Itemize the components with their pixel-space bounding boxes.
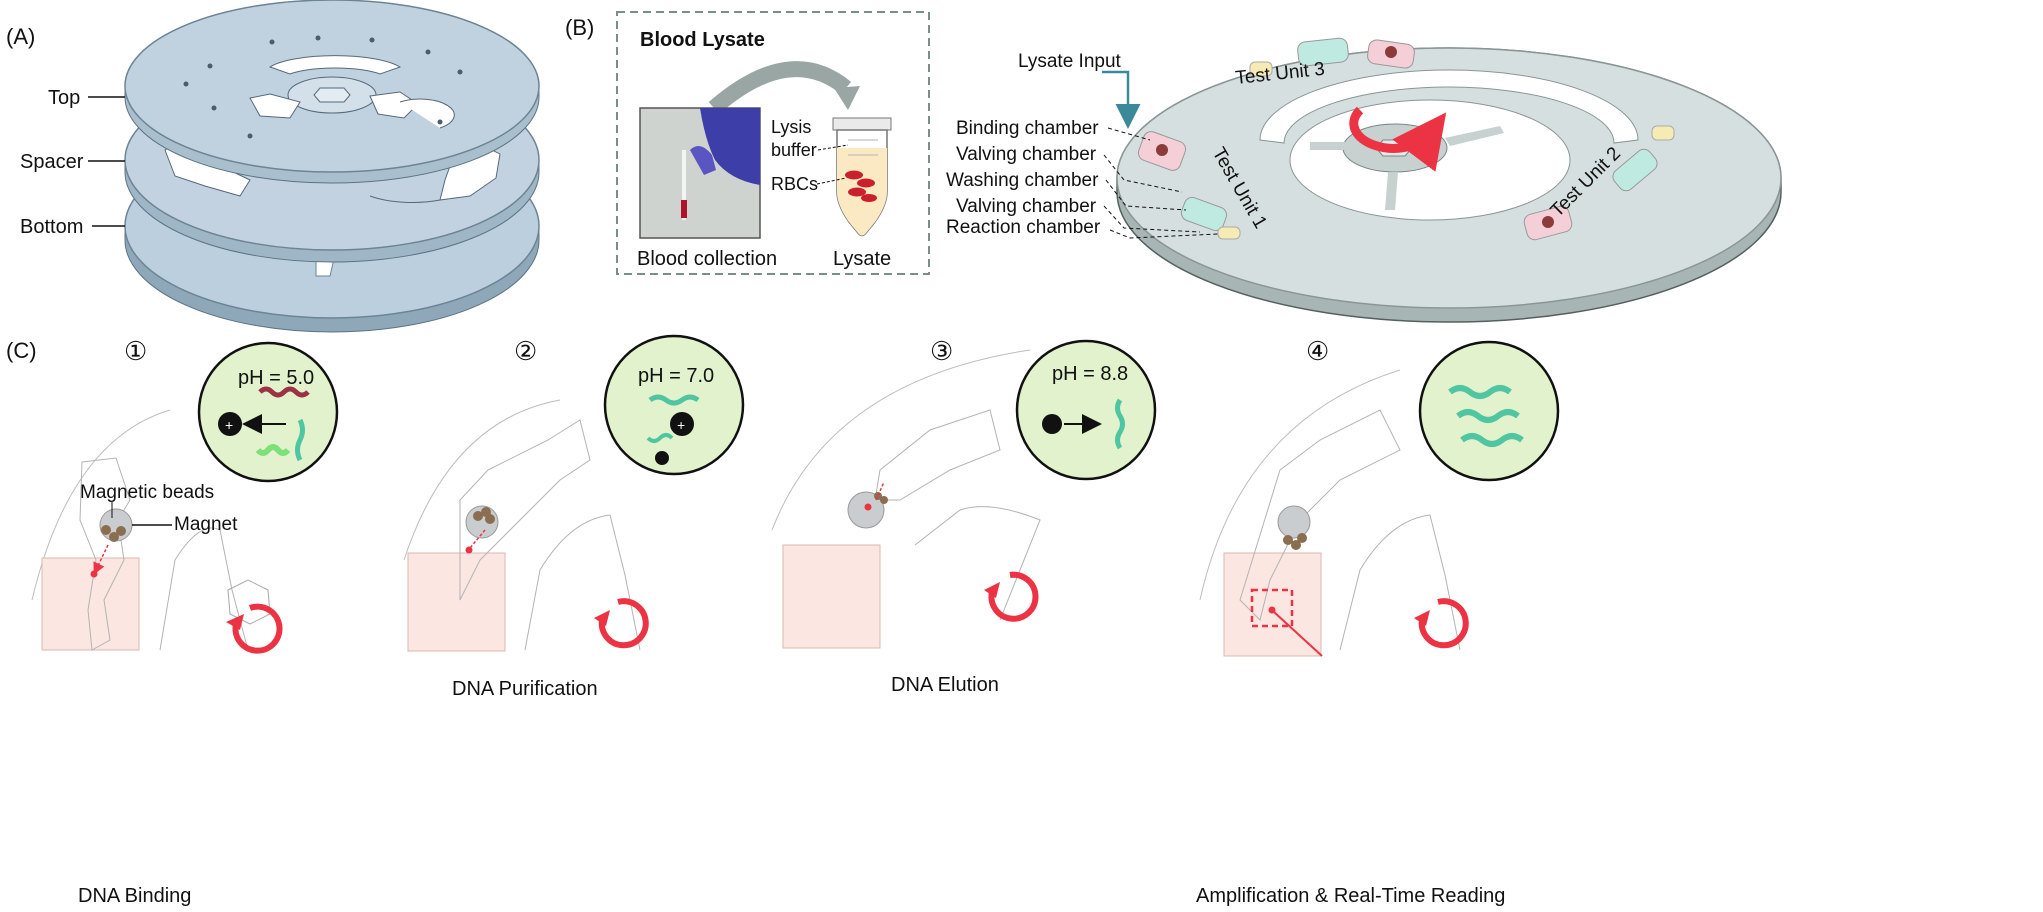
caption-blood-collection: Blood collection — [637, 248, 777, 270]
microfluidic-disc: Test Unit 3 Test Unit 1 Test Unit 2 — [1116, 37, 1782, 323]
label-rbcs: RBCs — [771, 174, 818, 194]
chamber-labels: Binding chamber Valving chamber Washing … — [946, 118, 1219, 239]
step-1-number: ① — [124, 336, 147, 366]
ph-label-1: pH = 5.0 — [238, 367, 314, 389]
step-1: ① Magnetic beads Magnet pH = 5.0 + — [31, 336, 339, 907]
ph-circle-3 — [1015, 339, 1157, 481]
transfer-arrow — [708, 61, 852, 115]
magnetic-beads-label: Magnetic beads — [80, 482, 214, 503]
chamber-label-valving-1: Valving chamber — [956, 144, 1097, 165]
lysate-tube — [832, 117, 892, 237]
step-1-title: DNA Binding — [78, 885, 191, 907]
lysate-input-label: Lysate Input — [1018, 51, 1122, 72]
step-4: ④ Amplification & Real-Time Reading — [1196, 336, 1560, 907]
svg-text:+: + — [225, 417, 233, 433]
step-2-number: ② — [514, 336, 537, 366]
panel-b: (B) Blood Lysate Blood collection Ly — [565, 11, 1782, 323]
step-3-title: DNA Elution — [891, 674, 999, 696]
step-3: ③ pH = 8.8 DNA Elution — [771, 336, 1157, 696]
svg-text:+: + — [677, 417, 685, 433]
ph-label-2: pH = 7.0 — [638, 365, 714, 387]
layer-label-bottom: Bottom — [20, 216, 83, 238]
layer-label-top: Top — [48, 87, 80, 109]
ph-circle-4 — [1418, 340, 1560, 482]
chamber-label-reaction: Reaction chamber — [946, 217, 1101, 238]
disc-top — [124, 0, 540, 184]
step-2: ② pH = 7.0 + DNA Purification — [403, 334, 745, 700]
panel-c: (C) ① Magnetic beads Magnet pH = 5.0 + — [6, 334, 1560, 907]
step-4-title: Amplification & Real-Time Reading — [1196, 885, 1505, 907]
blood-lysate-box — [616, 11, 930, 275]
step-2-title: DNA Purification — [452, 678, 598, 700]
step-4-number: ④ — [1306, 336, 1329, 366]
layer-labels: Top Spacer Bottom — [20, 87, 125, 238]
ph-label-3: pH = 8.8 — [1052, 363, 1128, 385]
ph-circle-1 — [197, 341, 339, 483]
caption-lysate: Lysate — [833, 248, 891, 270]
label-buffer: buffer — [771, 140, 817, 160]
panel-a: (A) — [6, 0, 540, 333]
magnet-label: Magnet — [174, 514, 238, 535]
chamber-label-valving-2: Valving chamber — [956, 196, 1097, 217]
blood-collection-photo — [639, 107, 761, 239]
layer-label-spacer: Spacer — [20, 151, 84, 173]
panel-a-label: (A) — [6, 24, 35, 49]
step-3-number: ③ — [930, 336, 953, 366]
blood-lysate-title: Blood Lysate — [640, 29, 765, 51]
chamber-label-washing: Washing chamber — [946, 170, 1099, 191]
chamber-label-binding: Binding chamber — [956, 118, 1099, 139]
panel-b-label: (B) — [565, 15, 594, 40]
label-lysis: Lysis — [771, 117, 811, 137]
panel-c-label: (C) — [6, 338, 37, 363]
lysate-input-arrow — [1102, 70, 1141, 129]
